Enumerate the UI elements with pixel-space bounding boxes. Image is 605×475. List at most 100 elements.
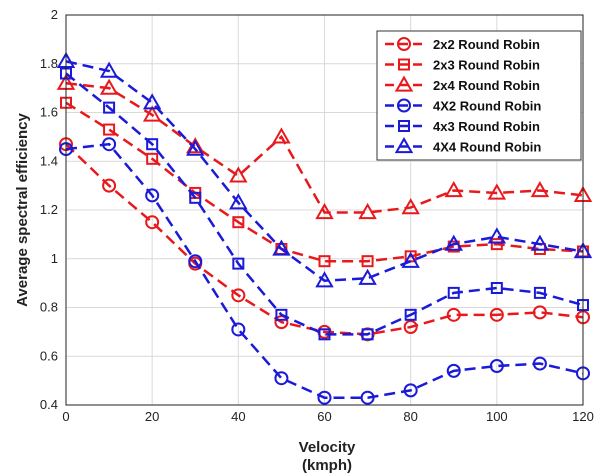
x-tick-label: 80 xyxy=(403,409,417,424)
series-3 xyxy=(59,137,590,405)
legend-label: 2x3 Round Robin xyxy=(433,58,540,73)
data-point xyxy=(530,234,550,251)
y-tick-label: 0.8 xyxy=(40,300,58,315)
data-point xyxy=(444,234,463,251)
data-point xyxy=(189,191,202,204)
series-line xyxy=(65,82,584,214)
y-tick-label: 0.4 xyxy=(40,397,58,412)
y-axis-label: Average spectral efficiency xyxy=(14,112,31,306)
x-axis-label: Velocity xyxy=(299,439,356,456)
legend-label: 4X2 Round Robin xyxy=(433,99,541,114)
data-point xyxy=(274,371,289,386)
data-point xyxy=(232,257,245,270)
data-point xyxy=(318,255,331,268)
data-point xyxy=(102,137,117,152)
data-point xyxy=(272,127,291,144)
data-point xyxy=(487,227,507,244)
data-point xyxy=(103,101,116,114)
x-axis-label-unit: (kmph) xyxy=(302,457,352,474)
legend-marker xyxy=(397,98,411,113)
series-line xyxy=(65,60,584,282)
data-point xyxy=(446,307,461,322)
series-line xyxy=(65,142,584,399)
series-line xyxy=(65,143,584,336)
data-point xyxy=(444,180,463,198)
data-point xyxy=(403,320,418,334)
legend-box xyxy=(376,30,582,161)
data-point xyxy=(532,305,547,320)
data-point xyxy=(489,307,504,322)
data-point xyxy=(102,178,117,193)
data-point xyxy=(489,359,504,373)
data-point xyxy=(231,288,246,303)
data-point xyxy=(145,188,160,203)
data-point xyxy=(142,105,162,122)
legend-entry: 2x2 Round Robin xyxy=(385,37,540,52)
y-tick-label: 0.6 xyxy=(40,348,58,363)
data-point xyxy=(315,271,334,288)
legend-entry: 4X4 Round Robin xyxy=(385,136,541,155)
series-5 xyxy=(56,51,593,288)
data-point xyxy=(103,123,116,136)
data-point xyxy=(275,308,288,321)
legend-marker xyxy=(398,58,410,71)
y-tick-label: 2 xyxy=(51,7,58,22)
data-point xyxy=(404,308,417,321)
data-point xyxy=(231,322,246,337)
legend-entry: 2x3 Round Robin xyxy=(385,58,540,73)
data-point xyxy=(361,328,374,341)
legend-label: 4x3 Round Robin xyxy=(433,119,540,134)
data-point xyxy=(142,93,162,110)
legend-entry: 2x4 Round Robin xyxy=(385,75,540,93)
data-point xyxy=(447,286,460,299)
legend-label: 4X4 Round Robin xyxy=(433,140,541,155)
data-point xyxy=(272,239,291,256)
legend-label: 2x2 Round Robin xyxy=(433,37,540,52)
data-point xyxy=(358,268,377,285)
data-point xyxy=(530,180,550,198)
data-point xyxy=(186,139,205,156)
y-tick-label: 1.2 xyxy=(40,202,58,217)
data-point xyxy=(361,255,374,268)
y-tick-label: 1.6 xyxy=(40,105,58,120)
series-2 xyxy=(56,73,593,220)
legend-marker xyxy=(394,75,414,92)
data-point xyxy=(318,328,331,341)
data-point xyxy=(315,202,334,220)
x-tick-label: 20 xyxy=(145,409,159,424)
plot-frame xyxy=(65,14,584,406)
plot-series xyxy=(56,51,593,405)
data-point xyxy=(99,61,119,78)
legend: 2x2 Round Robin 2x3 Round Robin 2x4 Round … xyxy=(376,30,582,161)
data-point xyxy=(229,166,248,183)
data-point xyxy=(401,198,420,215)
data-point xyxy=(532,356,547,371)
data-point xyxy=(146,152,159,165)
data-point xyxy=(146,138,159,151)
data-point xyxy=(401,251,420,268)
legend-entry: 4x3 Round Robin xyxy=(385,119,540,134)
legend-entry: 4X2 Round Robin xyxy=(385,98,541,114)
data-point xyxy=(360,390,375,405)
x-tick-label: 0 xyxy=(62,409,69,424)
data-point xyxy=(229,193,248,210)
legend-marker xyxy=(397,37,411,51)
legend-marker xyxy=(394,136,414,154)
legend-marker xyxy=(398,120,410,132)
series-line xyxy=(65,72,584,336)
data-point xyxy=(490,238,503,251)
y-tick-label: 1.8 xyxy=(40,56,58,71)
data-point xyxy=(533,286,546,299)
x-tick-label: 120 xyxy=(572,409,594,424)
data-point xyxy=(487,183,507,200)
data-point xyxy=(232,216,245,229)
legend-label: 2x4 Round Robin xyxy=(433,78,540,93)
data-point xyxy=(403,383,418,398)
data-point xyxy=(317,390,332,405)
data-point xyxy=(188,254,203,269)
x-tick-label: 40 xyxy=(231,409,245,424)
data-point xyxy=(99,78,119,95)
y-tick-label: 1.4 xyxy=(40,153,58,168)
axis-ticks: 0 20 40 60 80 100 120 0.4 0.6 0.8 1 1.2 1.4 1.6 1.8 2 xyxy=(40,7,594,424)
